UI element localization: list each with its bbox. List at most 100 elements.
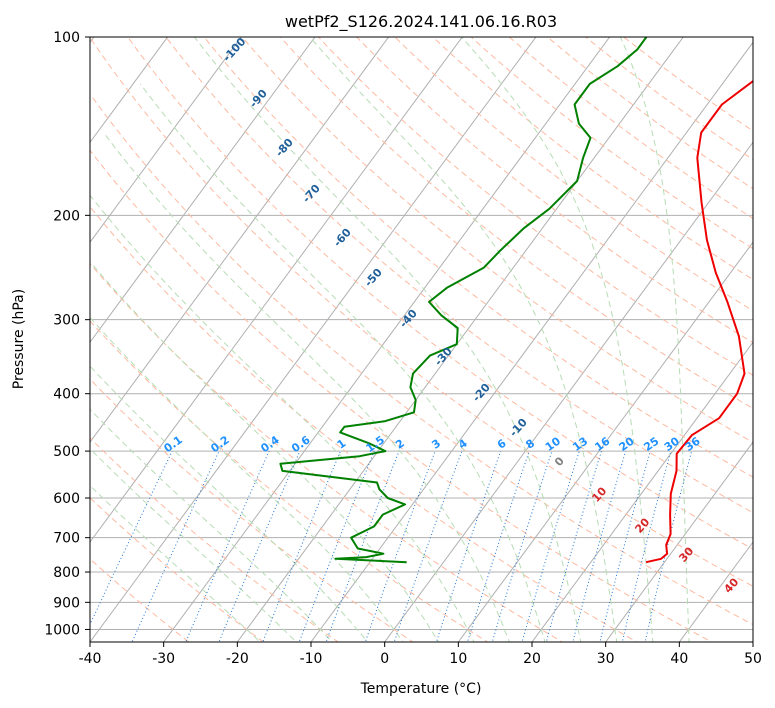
x-axis-label: Temperature (°C) xyxy=(360,681,482,697)
x-tick-label: 0 xyxy=(380,651,389,667)
dry-adiabat xyxy=(90,93,753,626)
dry-adiabat-label: -100 xyxy=(220,35,248,64)
moist-adiabat xyxy=(90,316,404,642)
isotherm--40 xyxy=(90,37,537,642)
dry-adiabat xyxy=(90,437,340,642)
isotherm-40 xyxy=(678,541,753,642)
dry-adiabat xyxy=(90,262,564,642)
moist-adiabat xyxy=(90,447,298,642)
mixing-ratio-label: 4 xyxy=(456,437,470,452)
mixing-ratio-line xyxy=(131,450,220,642)
mixing-ratio-label: 2 xyxy=(393,437,407,452)
moist-adiabat xyxy=(90,365,369,642)
mixing-ratio-label: 3 xyxy=(429,437,443,452)
chart-title: wetPf2_S126.2024.141.06.16.R03 xyxy=(285,12,557,32)
dry-adiabat xyxy=(90,558,190,642)
y-tick-label: 900 xyxy=(53,595,80,611)
dry-adiabat xyxy=(241,37,753,444)
y-axis-ticks: 100 200 300 400 500 600 700 800 900 1000 xyxy=(44,30,90,638)
mixing-ratio-line xyxy=(218,450,301,642)
x-tick-label: -30 xyxy=(152,651,175,667)
mixing-ratio-label: 0.4 xyxy=(258,433,282,455)
isotherm--10 xyxy=(310,41,753,642)
dry-adiabat xyxy=(470,37,753,250)
isotherm-10 xyxy=(457,241,753,642)
isotherm-30 xyxy=(605,441,753,642)
dry-adiabat xyxy=(584,37,753,161)
plot-frame xyxy=(89,36,754,643)
y-tick-label: 600 xyxy=(53,491,80,507)
y-tick-label: 800 xyxy=(53,565,80,581)
y-tick-label: 100 xyxy=(53,30,80,46)
x-tick-label: -40 xyxy=(79,651,102,667)
dry-adiabat-label: 30 xyxy=(676,544,696,564)
mixing-ratio-label: 0.6 xyxy=(289,433,313,455)
dry-adiabat-label: 10 xyxy=(589,484,609,504)
y-tick-label: 700 xyxy=(53,531,80,547)
y-tick-label: 1000 xyxy=(44,622,80,638)
dry-adiabat xyxy=(508,37,753,219)
y-tick-label: 400 xyxy=(53,387,80,403)
mixing-ratio-label: 1 xyxy=(335,437,349,452)
x-tick-label: 50 xyxy=(744,651,762,667)
dry-adiabat-label: -70 xyxy=(300,182,323,206)
x-tick-label: 30 xyxy=(597,651,615,667)
mixing-ratio-line xyxy=(262,450,341,642)
dry-adiabat-label: -40 xyxy=(397,307,420,331)
mixing-ratio-line xyxy=(572,450,627,642)
y-axis-label: Pressure (hPa) xyxy=(11,289,27,389)
isotherm-0 xyxy=(384,141,753,642)
x-tick-label: 20 xyxy=(523,651,541,667)
isotherm--70 xyxy=(90,37,316,344)
mixing-ratio-line xyxy=(545,450,602,642)
dry-adiabat xyxy=(90,37,753,587)
y-tick-label: 200 xyxy=(53,208,80,224)
moist-adiabat xyxy=(194,37,582,642)
isotherm-20 xyxy=(531,341,753,642)
moist-adiabat xyxy=(103,132,510,642)
dry-adiabat xyxy=(90,497,265,642)
dry-adiabat xyxy=(622,37,753,132)
dry-adiabat-label: 20 xyxy=(632,515,652,535)
mixing-ratio-line xyxy=(393,450,463,642)
dry-adiabat xyxy=(394,37,753,312)
moist-adiabat xyxy=(309,37,618,642)
x-tick-label: 10 xyxy=(449,651,467,667)
mixing-ratio-label: 0.2 xyxy=(208,433,231,455)
x-axis-ticks: -40 -30 -20 -10 0 10 20 30 40 50 xyxy=(79,642,762,667)
moist-adiabat xyxy=(90,408,333,642)
isotherm--50 xyxy=(90,37,463,543)
moist-adiabat xyxy=(90,194,475,642)
x-tick-label: -10 xyxy=(300,651,323,667)
y-tick-label: 500 xyxy=(53,444,80,460)
mixing-ratio-line xyxy=(298,450,375,642)
mixing-ratio-line xyxy=(90,450,173,626)
mixing-ratio-line xyxy=(466,450,530,642)
mixing-ratio-line xyxy=(435,450,502,642)
x-tick-label: 40 xyxy=(670,651,688,667)
mixing-ratio-line xyxy=(521,450,580,642)
moist-adiabat xyxy=(619,37,690,642)
mixing-ratio-line xyxy=(599,450,651,642)
y-tick-label: 300 xyxy=(53,313,80,329)
dry-adiabat xyxy=(279,37,753,410)
isolines xyxy=(90,37,753,642)
isotherm-50 xyxy=(752,641,753,642)
moist-adiabat xyxy=(90,484,261,642)
dry-adiabat xyxy=(356,37,753,344)
mixing-ratio-line xyxy=(491,450,553,642)
mixing-ratio-line xyxy=(644,450,693,642)
isoline-labels: 0.1 0.2 0.4 0.6 1 1.5 2 3 4 6 8 10 13 16 20 25 30 36-100-… xyxy=(162,35,742,596)
isotherm--30 xyxy=(163,37,611,642)
mixing-ratio-line xyxy=(621,450,672,642)
dewpoint-line xyxy=(279,37,648,564)
dry-adiabat xyxy=(90,149,713,642)
dry-adiabat-label: -50 xyxy=(362,266,385,290)
dry-adiabat-label: -10 xyxy=(507,416,530,440)
moist-adiabat xyxy=(139,83,546,642)
isotherm--80 xyxy=(90,37,242,244)
dry-adiabat-label: 0 xyxy=(552,454,567,469)
profile-series xyxy=(279,37,753,564)
temperature-line xyxy=(645,79,753,564)
